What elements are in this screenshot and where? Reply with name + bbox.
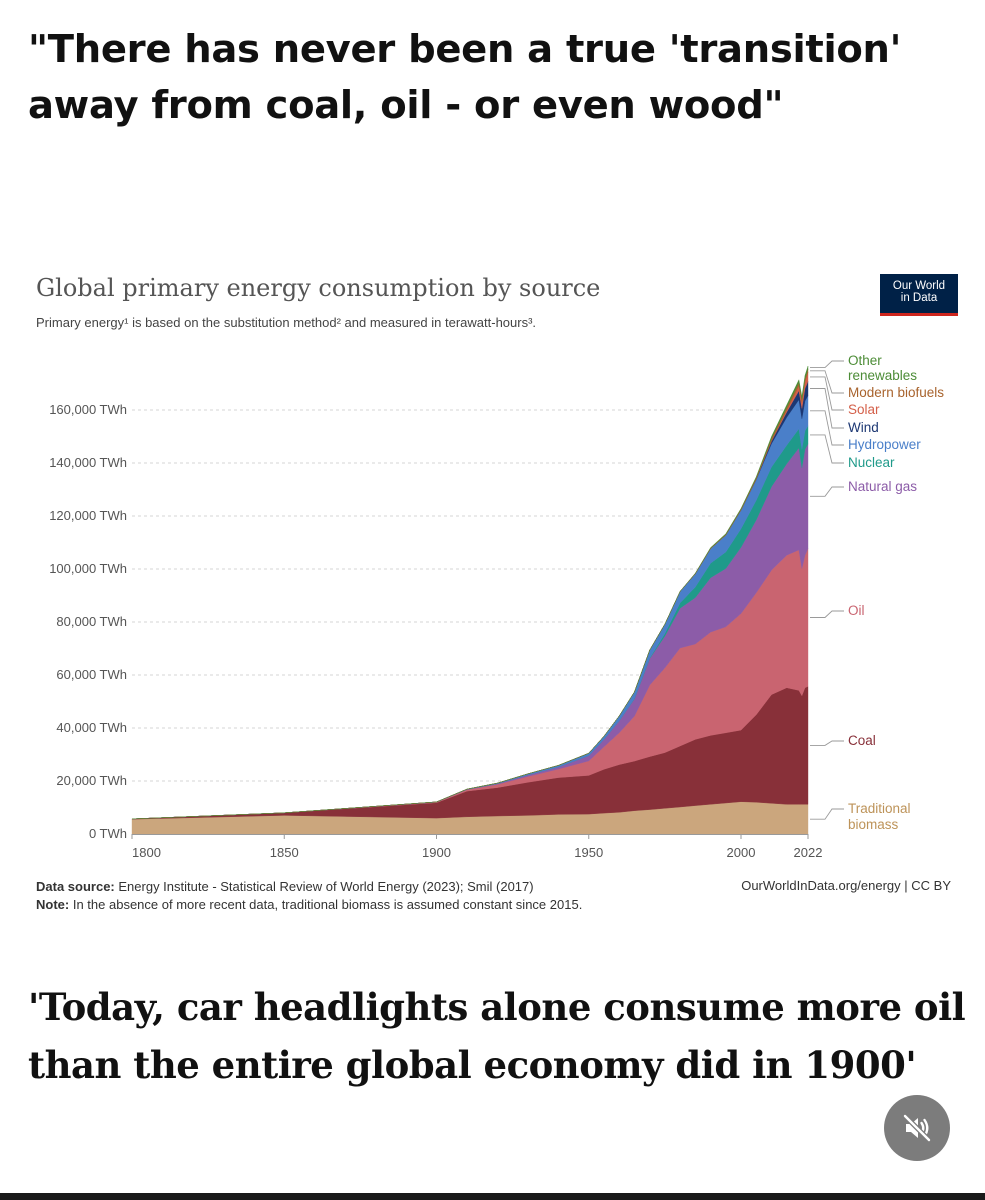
area-other-renewables [131,365,809,820]
x-tick-label: 2000 [727,845,756,860]
y-tick-label: 60,000 TWh [56,667,127,682]
x-tick-label: 1900 [422,845,451,860]
bottom-bar [0,1193,985,1200]
pull-quote: 'Today, car headlights alone consume mor… [28,985,966,1087]
x-tick-label: 2022 [794,845,823,860]
legend-label: Nuclear [848,455,895,470]
credit-link[interactable]: OurWorldInData.org/energy | CC BY [741,878,951,893]
y-tick-label: 140,000 TWh [49,455,127,470]
legend-label: Solar [848,402,880,417]
x-tick-label: 1800 [132,845,161,860]
legend-connector [810,388,844,429]
y-tick-label: 40,000 TWh [56,720,127,735]
x-tick-label: 1950 [574,845,603,860]
legend-label: Coal [848,733,876,748]
y-tick-label: 160,000 TWh [49,402,127,417]
legend-connector [810,610,844,618]
legend-label: Other [848,353,882,368]
data-source-text: Energy Institute - Statistical Review of… [118,879,534,894]
data-source-line: Data source: Energy Institute - Statisti… [36,878,716,896]
y-tick-label: 100,000 TWh [49,561,127,576]
legend-label: biomass [848,817,899,832]
y-tick-label: 120,000 TWh [49,508,127,523]
logo-line-1: Our World [892,280,946,292]
legend-label: Oil [848,603,865,618]
y-tick-label: 80,000 TWh [56,614,127,629]
y-tick-label: 0 TWh [89,826,127,841]
legend-label: Traditional [848,801,911,816]
legend-connector [810,740,844,746]
legend-connector [810,808,844,820]
energy-area-chart: 0 TWh 20,000 TWh 40,000 TWh 60,000 TWh 80,00… [49,353,944,860]
y-tick-label: 20,000 TWh [56,773,127,788]
legend-label: Modern biofuels [848,385,944,400]
note-text: In the absence of more recent data, trad… [72,897,583,912]
note-line: Note: In the absence of more recent data… [36,896,716,914]
chart-subtitle: Primary energy¹ is based on the substitu… [36,315,537,330]
legend-connector [810,376,844,411]
legend-connector [810,360,844,369]
legend-connector [810,486,844,497]
legend-label: Wind [848,420,879,435]
legend-connector [810,434,844,464]
logo-line-2: in Data [900,292,938,304]
speaker-muted-icon [903,1114,931,1142]
our-world-in-data-logo[interactable]: Our World in Data [880,274,958,316]
mute-button[interactable] [884,1095,950,1161]
data-source-label: Data source: [36,879,115,894]
legend-label: Natural gas [848,479,917,494]
headline: "There has never been a true 'transition… [28,27,902,128]
legend-connector [810,370,844,394]
chart-footer-notes: Data source: Energy Institute - Statisti… [36,878,716,914]
chart-title: Global primary energy consumption by sou… [36,274,601,302]
legend-label: renewables [848,368,917,383]
note-label: Note: [36,897,70,912]
legend-label: Hydropower [848,437,921,452]
x-tick-label: 1850 [270,845,299,860]
legend-connector [810,410,844,446]
